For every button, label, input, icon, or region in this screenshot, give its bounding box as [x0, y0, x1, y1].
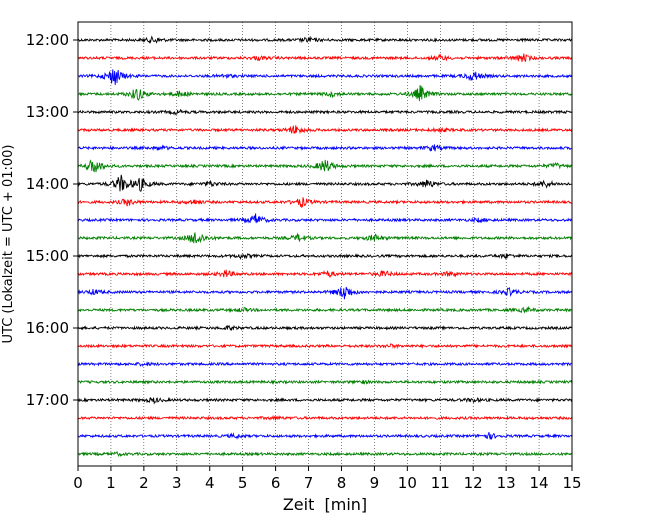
trace-1600 — [77, 324, 573, 331]
y-tick-label-1500: 15:00 — [26, 247, 69, 265]
x-tick-label-3: 3 — [172, 474, 182, 492]
trace-1630 — [77, 361, 572, 367]
trace-1700 — [77, 396, 573, 405]
seismic-traces — [77, 35, 573, 458]
trace-1745 — [77, 450, 572, 458]
x-tick-label-5: 5 — [238, 474, 248, 492]
x-tick-label-13: 13 — [497, 474, 516, 492]
trace-1730 — [77, 432, 573, 440]
y-axis-label: UTC (Lokalzeit = UTC + 01:00) — [1, 145, 16, 344]
trace-1345 — [77, 159, 573, 173]
y-tick-label-1600: 16:00 — [26, 319, 69, 337]
x-tick-label-12: 12 — [464, 474, 483, 492]
trace-1400 — [77, 174, 572, 192]
trace-1315 — [77, 125, 573, 134]
y-tick-label-1200: 12:00 — [26, 31, 69, 49]
x-tick-label-1: 1 — [106, 474, 116, 492]
trace-1615 — [77, 343, 573, 350]
x-tick-label-15: 15 — [562, 474, 581, 492]
trace-1245 — [77, 85, 573, 102]
x-tick-label-0: 0 — [73, 474, 83, 492]
x-tick-label-9: 9 — [370, 474, 380, 492]
y-tick-label-1400: 14:00 — [26, 175, 69, 193]
trace-1530 — [77, 286, 573, 300]
trace-1230 — [77, 69, 573, 86]
trace-1415 — [77, 197, 572, 209]
trace-1200 — [77, 35, 573, 44]
x-tick-label-6: 6 — [271, 474, 281, 492]
x-axis-label: Zeit [min] — [283, 495, 367, 514]
trace-1215 — [77, 53, 573, 63]
trace-1545 — [77, 305, 573, 314]
trace-1430 — [77, 213, 573, 224]
plot-frame — [77, 21, 573, 467]
x-tick-label-8: 8 — [337, 474, 347, 492]
trace-1445 — [77, 232, 572, 244]
x-tick-label-11: 11 — [431, 474, 450, 492]
y-tick-label-1300: 13:00 — [26, 103, 69, 121]
trace-1500 — [77, 252, 573, 261]
trace-1645 — [77, 379, 573, 385]
x-tick-label-2: 2 — [139, 474, 149, 492]
trace-1715 — [77, 414, 573, 421]
x-tick-label-7: 7 — [304, 474, 314, 492]
axis-ticks: 0 1 2 3 4 5 6 7 8 9 10 11 12 13 14 1512:0013:0014:0015:… — [26, 31, 582, 492]
x-tick-label-14: 14 — [530, 474, 549, 492]
grid-lines — [110, 22, 540, 466]
trace-1300 — [77, 108, 573, 116]
trace-1330 — [77, 144, 572, 152]
x-tick-label-4: 4 — [205, 474, 215, 492]
y-tick-label-1700: 17:00 — [26, 391, 69, 409]
trace-1515 — [77, 269, 573, 279]
x-tick-label-10: 10 — [398, 474, 417, 492]
